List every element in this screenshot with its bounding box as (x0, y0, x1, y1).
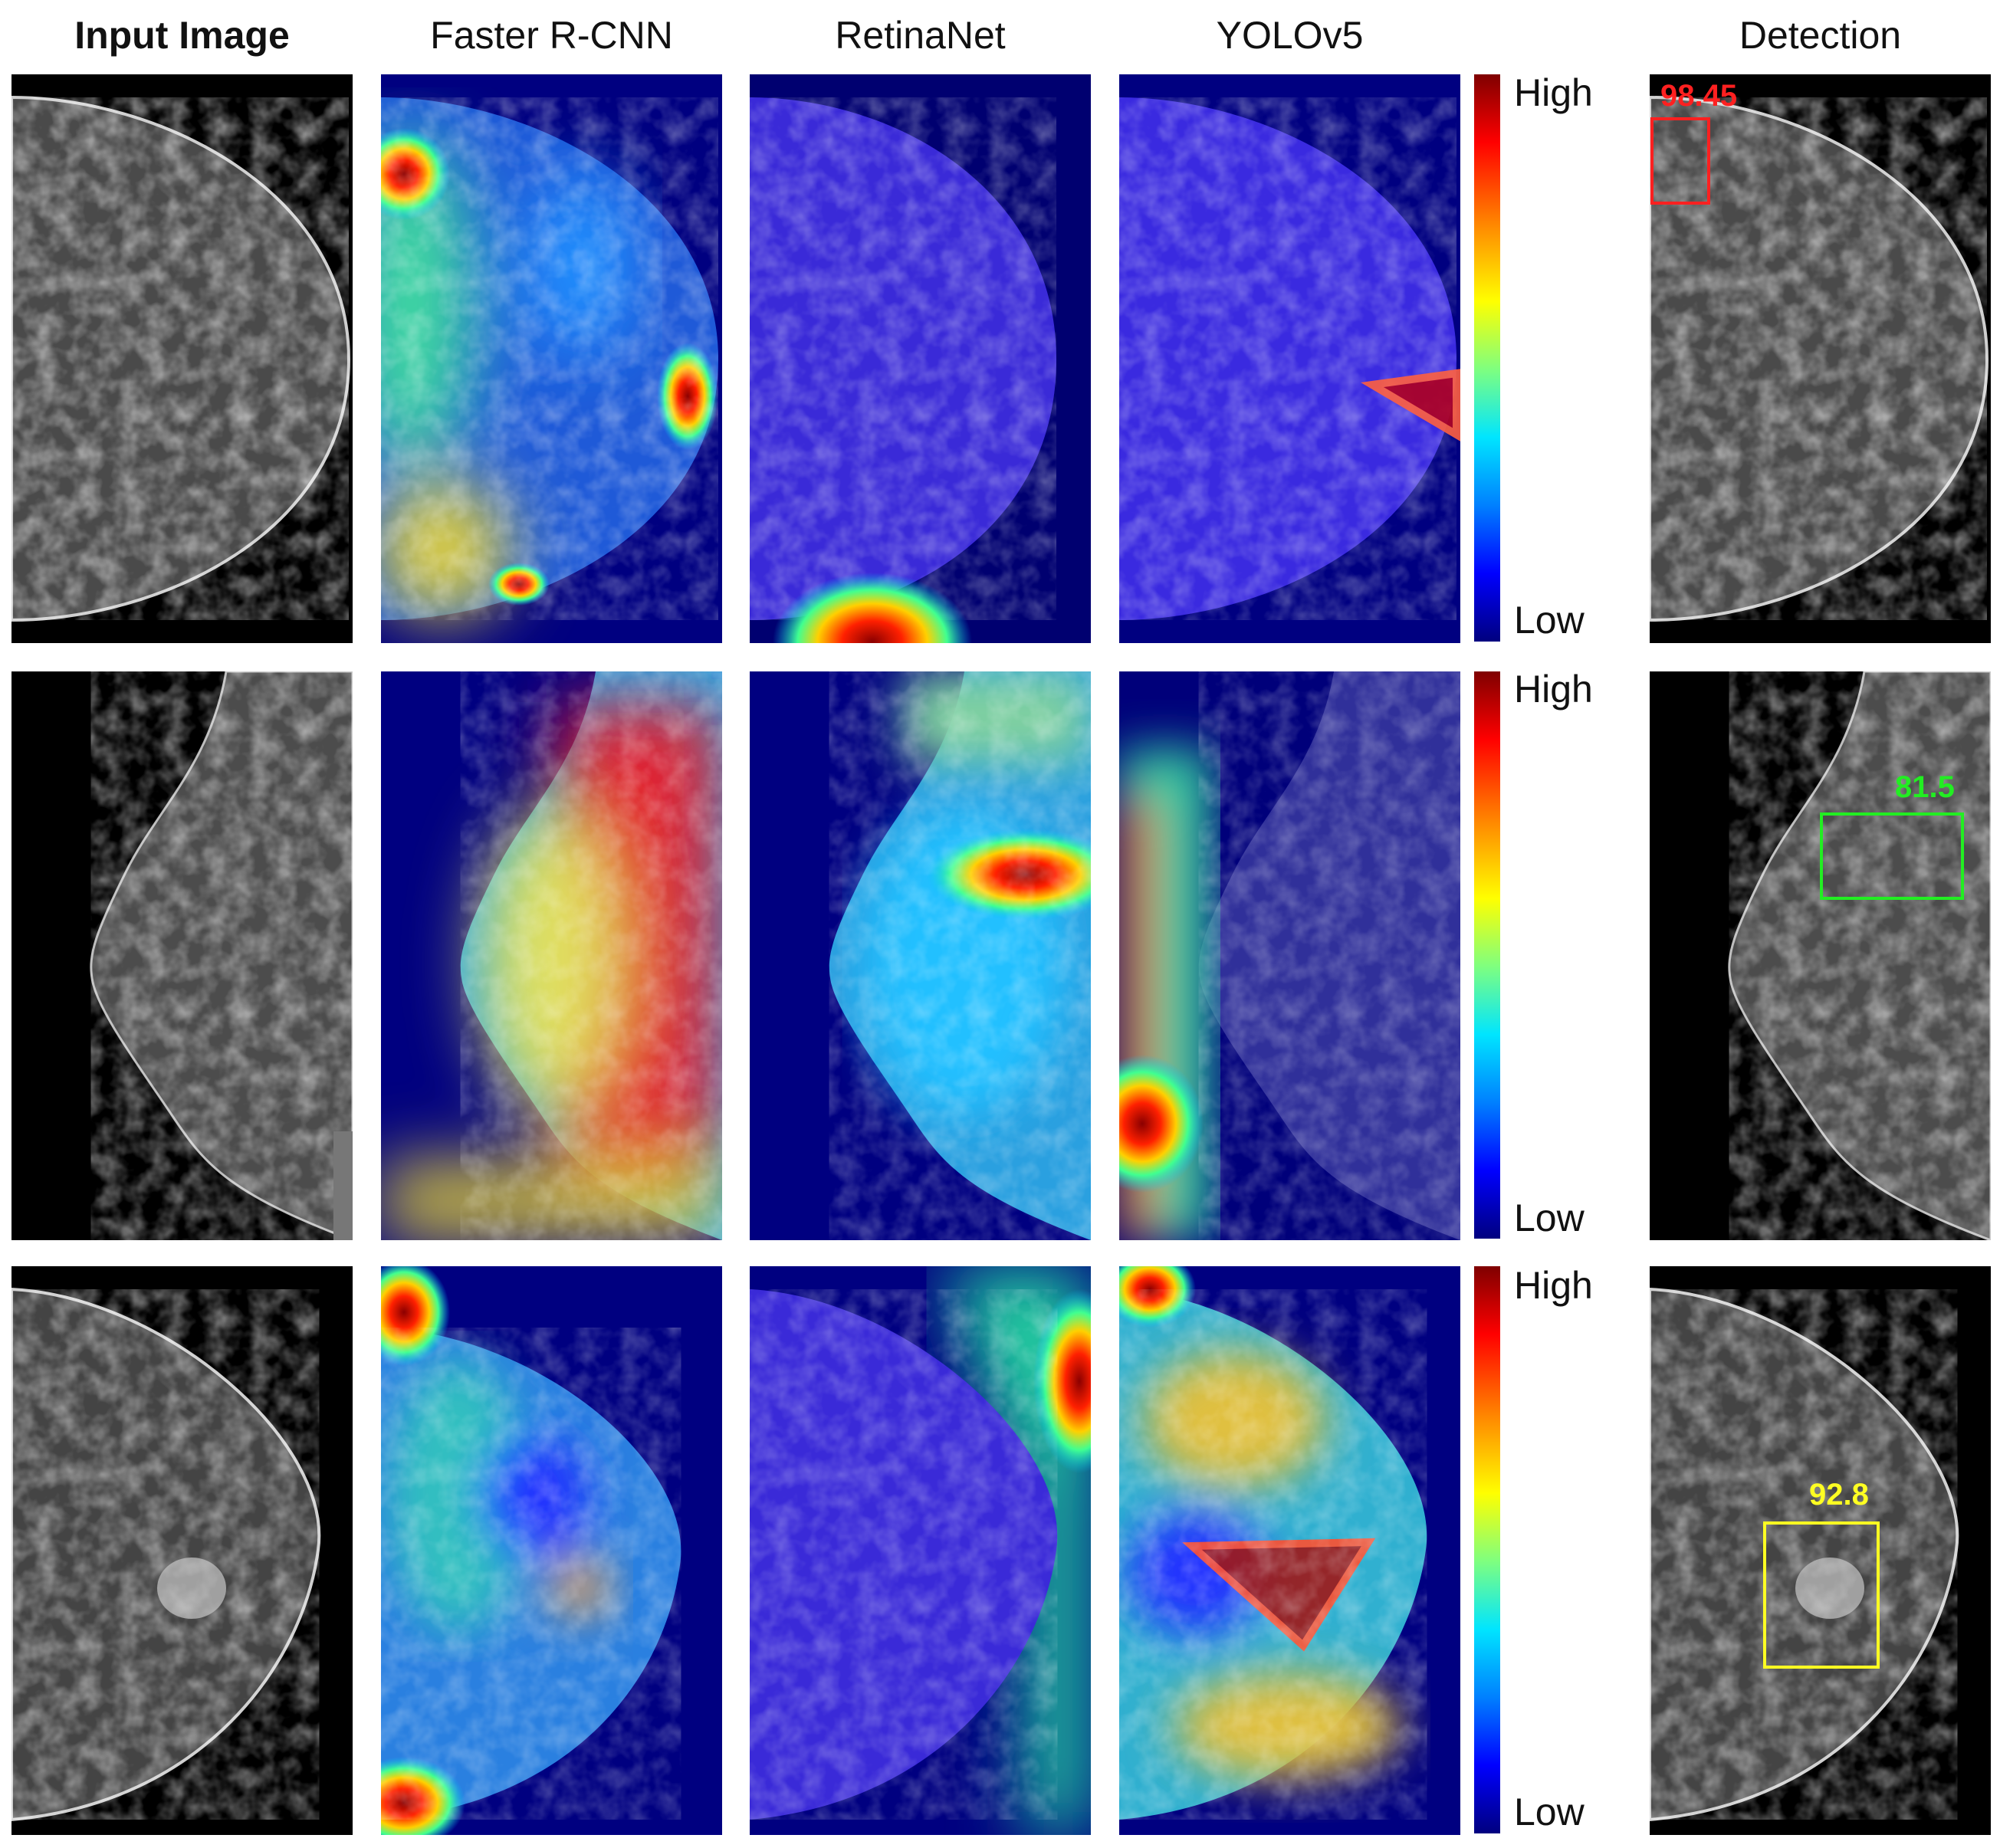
row3-yolov5-heatmap (1119, 1266, 1460, 1835)
row3-colorbar (1474, 1266, 1500, 1833)
row2-detection-image (1650, 671, 1991, 1240)
row3-faster-rcnn-heatmap (381, 1266, 722, 1835)
row2-detection-box (1820, 812, 1964, 900)
row1-yolov5-heatmap (1119, 74, 1460, 643)
row3-detection-image (1650, 1266, 1991, 1835)
row1-detection-box (1650, 117, 1710, 205)
row1-faster-rcnn-heatmap (381, 74, 722, 643)
header-input-image: Input Image (74, 14, 290, 57)
row2-faster-rcnn-heatmap (381, 671, 722, 1240)
header-retinanet: RetinaNet (835, 14, 1006, 57)
row3-colorbar-high-label: High (1514, 1264, 1593, 1307)
row3-colorbar-low-label: Low (1514, 1791, 1585, 1833)
row2-colorbar (1474, 671, 1500, 1239)
row1-detection-score: 98.45 (1660, 79, 1738, 113)
row1-colorbar (1474, 74, 1500, 642)
row2-retinanet-heatmap (750, 671, 1091, 1240)
row1-colorbar-high-label: High (1514, 71, 1593, 114)
row1-colorbar-low-label: Low (1514, 599, 1585, 642)
header-detection: Detection (1739, 14, 1902, 57)
row1-retinanet-heatmap (750, 74, 1091, 643)
row1-input-image (11, 74, 353, 643)
row3-retinanet-heatmap (750, 1266, 1091, 1835)
row3-detection-box (1763, 1521, 1880, 1669)
row3-detection-score: 92.8 (1809, 1478, 1869, 1512)
row1-detection-image (1650, 74, 1991, 643)
row2-input-image (11, 671, 353, 1240)
row2-colorbar-high-label: High (1514, 668, 1593, 711)
row2-detection-score: 81.5 (1895, 770, 1955, 804)
row3-input-image (11, 1266, 353, 1835)
row2-colorbar-low-label: Low (1514, 1196, 1585, 1239)
header-yolov5: YOLOv5 (1216, 14, 1364, 57)
header-faster-rcnn: Faster R-CNN (430, 14, 673, 57)
row2-yolov5-heatmap (1119, 671, 1460, 1240)
